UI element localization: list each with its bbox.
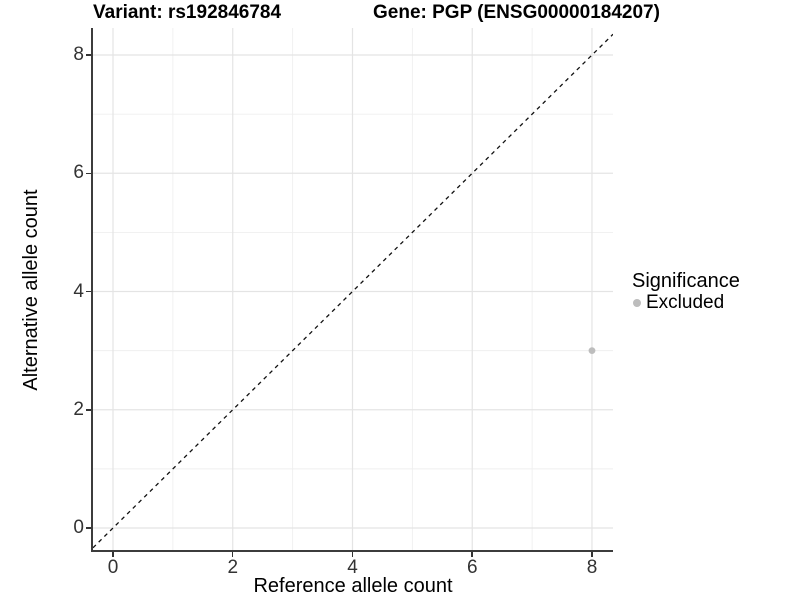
x-axis-tick-label: 2 [227,557,239,578]
plot-title-gene: Gene: PGP (ENSG00000184207) [373,2,660,23]
plot-panel [91,28,613,552]
y-axis-tick-mark [86,527,91,529]
legend-key-dot-icon [633,299,641,307]
x-axis-tick-label: 8 [586,557,598,578]
x-axis-tick-mark [231,552,234,557]
y-axis-tick-label: 8 [73,44,84,66]
y-axis-tick-mark [86,172,91,175]
y-axis-tick-label: 6 [73,162,84,184]
data-point [588,347,596,355]
legend-item-label: Excluded [646,292,725,313]
y-axis-tick-label: 0 [73,517,84,538]
y-axis-tick-label: 4 [73,280,84,302]
identity-dashed-line [93,33,613,549]
x-axis-tick-label: 4 [347,557,358,578]
legend-title: Significance [632,270,740,292]
x-axis-tick-mark [112,552,114,557]
plot-area-svg [93,28,613,550]
y-axis-tick-mark [86,290,91,293]
x-axis-tick-mark [591,552,593,557]
y-axis-title: Alternative allele count [20,189,42,391]
x-axis-title: Reference allele count [253,575,453,597]
x-axis-tick-label: 6 [466,557,478,578]
y-axis-tick-mark [86,409,91,411]
x-axis-tick-label: 0 [107,557,119,578]
legend: Significance Excluded [632,271,740,313]
plot-title-variant: Variant: rs192846784 [93,2,282,23]
y-axis-tick-label: 2 [73,398,84,420]
y-axis-tick-mark [86,54,91,56]
legend-item-excluded: Excluded [632,293,740,313]
x-axis-tick-mark [351,552,354,557]
x-axis-tick-mark [471,552,473,557]
